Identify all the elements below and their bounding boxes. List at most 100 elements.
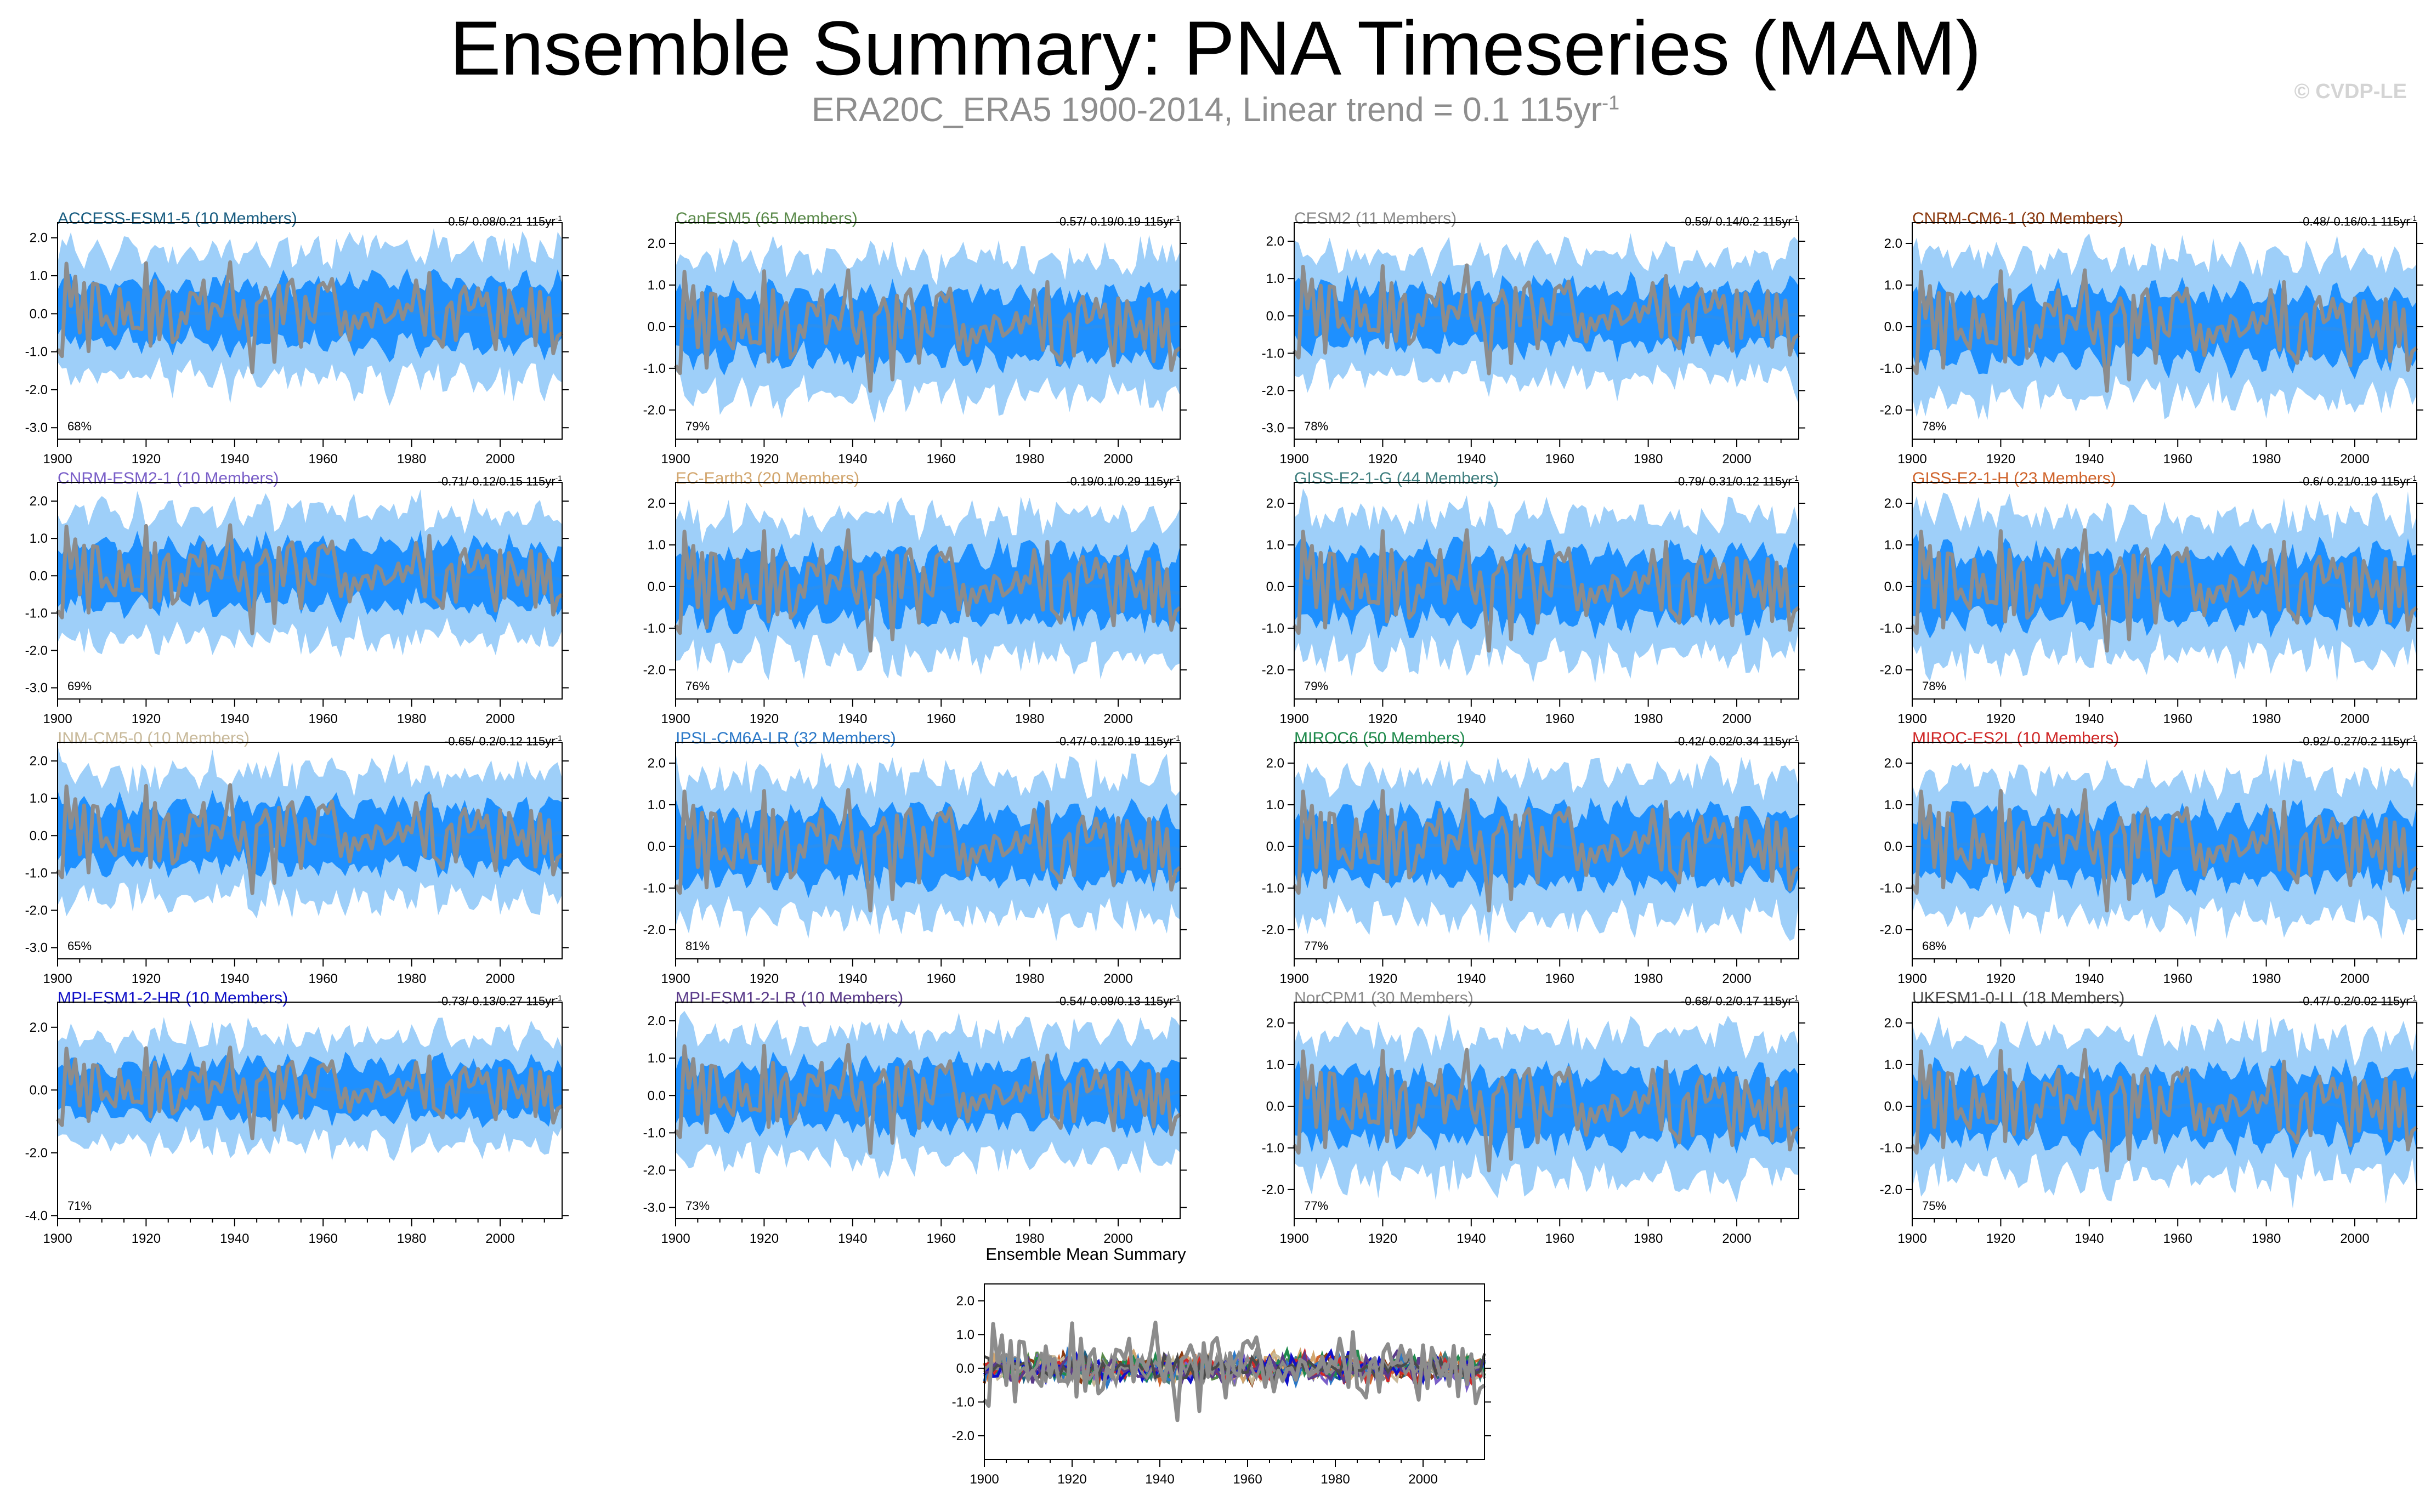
y-tick-label: -1.0 (643, 1126, 666, 1140)
x-tick-label: 1920 (750, 1231, 779, 1246)
y-tick-label: 0.0 (30, 1083, 48, 1098)
model-panel: GISS-E2-1-H (23 Members) -0.6/-0.21/0.19 … (1880, 469, 2423, 726)
trend-exponent: -1 (1173, 214, 1180, 223)
x-tick-label: 1980 (1015, 452, 1044, 467)
plot-frame (57, 482, 563, 700)
y-tick-label: -2.0 (952, 1429, 974, 1443)
x-tick-label: 1900 (661, 712, 690, 726)
percent-label: 77% (1304, 939, 1329, 953)
trend-label: -0.42/-0.02/0.34 115yr-1 (1674, 734, 1799, 748)
x-tick-label: 1960 (1545, 971, 1574, 986)
y-tick-label: -2.0 (1262, 383, 1284, 398)
plot-frame (1294, 222, 1799, 440)
model-panel: MPI-ESM1-2-HR (10 Members) -0.73/-0.13/0.… (25, 989, 569, 1246)
y-tick-label: -3.0 (1262, 421, 1284, 436)
y-tick-label: -2.0 (643, 403, 666, 418)
ensemble-mean-panel: 1900 1920 1940 1960 1980 2000 2.0 1.0 0.0 -1.0 -2.… (952, 1283, 1491, 1487)
y-tick-label: -2.0 (25, 1146, 48, 1161)
trend-exponent: -1 (1792, 214, 1799, 223)
model-name: MIROC-ES2L (10 Members) (1912, 729, 2120, 747)
y-tick-label: 1.0 (30, 531, 48, 546)
subtitle-text: ERA20C_ERA5 1900-2014, Linear trend = 0.… (811, 91, 1602, 129)
trend-label: -0.79/-0.31/0.12 115yr-1 (1674, 474, 1799, 488)
x-tick-label: 1980 (1634, 712, 1663, 726)
model-panel: MPI-ESM1-2-LR (10 Members) -0.54/-0.09/0.… (643, 989, 1187, 1246)
x-tick-label: 1940 (838, 1231, 867, 1246)
x-tick-label: 1940 (1145, 1472, 1174, 1487)
y-tick-label: 0.0 (648, 579, 666, 594)
y-tick-label: -1.0 (643, 881, 666, 896)
y-tick-label: -2.0 (643, 923, 666, 937)
plot-frame (1912, 222, 2417, 440)
y-tick-label: -2.0 (643, 663, 666, 678)
model-panel: INM-CM5-0 (10 Members) -0.65/-0.2/0.12 11… (25, 729, 569, 986)
trend-label: -0.19/0.1/0.29 115yr-1 (1066, 474, 1180, 488)
percent-label: 69% (67, 679, 92, 693)
observed-series (1910, 1048, 2418, 1173)
trend-exponent: -1 (555, 474, 562, 482)
model-panel: IPSL-CM6A-LR (32 Members) -0.47/-0.12/0.1… (643, 729, 1187, 986)
model-panel: MIROC6 (50 Members) -0.42/-0.02/0.34 115y… (1262, 729, 1805, 986)
y-tick-label: -1.0 (1262, 346, 1284, 361)
y-tick-label: 2.0 (1266, 234, 1284, 249)
trend-label: -0.57/-0.19/0.19 115yr-1 (1056, 214, 1180, 229)
y-tick-label: -3.0 (643, 1201, 666, 1215)
plot-area: 1900 1920 1940 1960 1980 2000 2.0 1.0 0.0 -1.0 -2.… (643, 1002, 1187, 1246)
x-tick-label: 1980 (2252, 712, 2281, 726)
x-tick-label: 2000 (485, 712, 514, 726)
x-tick-label: 1920 (132, 971, 161, 986)
trend-text: -0.6/-0.21/0.19 115yr (2298, 474, 2410, 488)
x-tick-label: 1960 (309, 1231, 338, 1246)
x-tick-label: 1940 (1457, 712, 1486, 726)
observed-series (1292, 788, 1800, 913)
x-tick-label: 1900 (661, 971, 690, 986)
y-tick-label: -2.0 (1880, 1183, 1902, 1197)
trend-exponent: -1 (2410, 993, 2417, 1002)
trend-text: -0.47/-0.12/0.19 115yr (1055, 734, 1174, 748)
y-tick-label: -4.0 (25, 1208, 48, 1223)
plot-area: 1900 1920 1940 1960 1980 2000 2.0 1.0 0.0 -1.0 -2.… (25, 222, 569, 467)
trend-label: -0.65/-0.2/0.12 115yr-1 (444, 734, 562, 748)
x-tick-label: 1980 (1015, 712, 1044, 726)
y-tick-label: 0.0 (1266, 1099, 1284, 1114)
model-panel: CanESM5 (65 Members) -0.57/-0.19/0.19 115… (643, 209, 1187, 467)
x-tick-label: 1920 (132, 712, 161, 726)
x-tick-label: 1920 (1368, 452, 1397, 467)
x-tick-label: 1940 (2075, 971, 2104, 986)
x-tick-label: 1960 (927, 1231, 956, 1246)
plot-frame (57, 1002, 563, 1219)
y-tick-label: 2.0 (1884, 756, 1902, 771)
y-tick-label: 2.0 (648, 1014, 666, 1028)
trend-text: -0.47/-0.2/0.02 115yr (2298, 994, 2410, 1008)
x-tick-label: 2000 (1722, 452, 1751, 467)
y-tick-label: 1.0 (648, 538, 666, 553)
y-tick-label: -2.0 (25, 903, 48, 918)
y-tick-label: 1.0 (30, 791, 48, 806)
x-tick-label: 1960 (1545, 1231, 1574, 1246)
x-tick-label: 1960 (309, 452, 338, 467)
y-tick-label: -2.0 (25, 383, 48, 397)
percent-label: 78% (1922, 679, 1947, 693)
y-tick-label: -3.0 (25, 681, 48, 696)
trend-label: -0.71/-0.12/0.15 115yr-1 (438, 474, 562, 488)
y-tick-label: -1.0 (25, 345, 48, 360)
percent-label: 76% (685, 679, 710, 693)
trend-text: -0.71/-0.12/0.15 115yr (437, 474, 556, 488)
y-tick-label: 0.0 (1884, 839, 1902, 854)
y-tick-label: -2.0 (1262, 923, 1284, 937)
y-tick-label: 0.0 (30, 828, 48, 843)
x-tick-label: 2000 (1103, 971, 1132, 986)
x-tick-label: 2000 (1408, 1472, 1437, 1487)
y-tick-label: 2.0 (1266, 1016, 1284, 1031)
model-name: IPSL-CM6A-LR (32 Members) (676, 729, 896, 747)
y-tick-label: 2.0 (648, 496, 666, 511)
model-panel: UKESM1-0-LL (18 Members) -0.47/-0.2/0.02 … (1880, 989, 2423, 1246)
percent-label: 68% (1922, 939, 1947, 953)
x-tick-label: 2000 (2340, 712, 2369, 726)
x-tick-label: 1940 (2075, 712, 2104, 726)
y-tick-label: 1.0 (1884, 278, 1902, 293)
model-panel: CNRM-CM6-1 (30 Members) -0.48/-0.16/0.1 1… (1880, 209, 2423, 467)
plot-area: 1900 1920 1940 1960 1980 2000 2.0 1.0 0.0 -1.0 -2.… (25, 482, 569, 726)
x-tick-label: 1980 (1321, 1472, 1350, 1487)
ensemble-mean-title: Ensemble Mean Summary (985, 1244, 1186, 1264)
